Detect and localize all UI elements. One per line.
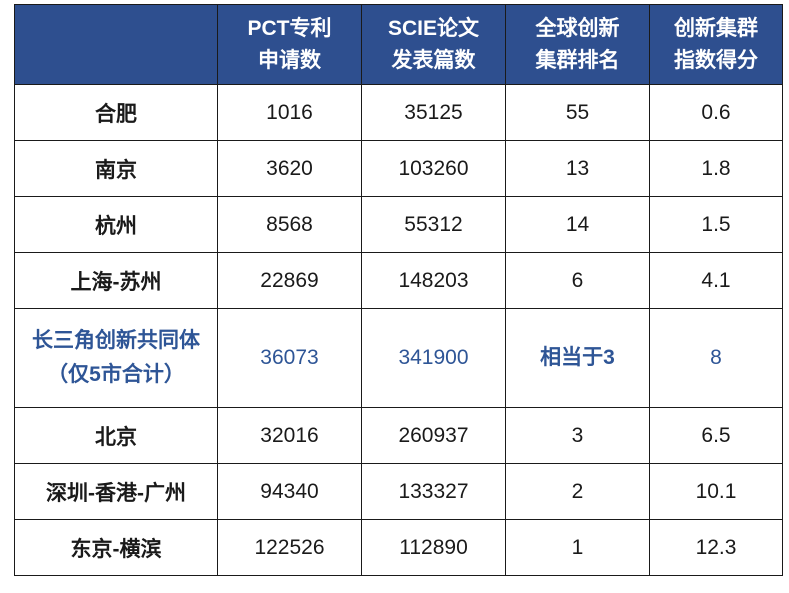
cell-scie: 148203: [361, 252, 506, 309]
cell-rank: 1: [505, 519, 650, 576]
cell-city: 杭州: [14, 196, 218, 253]
header-pct: PCT专利 申请数: [217, 4, 362, 85]
cell-pct: 8568: [217, 196, 362, 253]
innovation-cluster-table: PCT专利 申请数 SCIE论文 发表篇数 全球创新 集群排名 创新集群 指数得…: [14, 4, 783, 576]
cell-city: 南京: [14, 140, 218, 197]
cell-pct: 32016: [217, 407, 362, 464]
table-row-highlight: 长三角创新共同体 （仅5市合计） 36073 341900 相当于3 8: [14, 308, 783, 408]
cell-city: 深圳-香港-广州: [14, 463, 218, 520]
table-row: 南京 3620 103260 13 1.8: [14, 140, 783, 197]
header-pct-line1: PCT专利: [247, 16, 332, 40]
cell-pct: 3620: [217, 140, 362, 197]
table-row: 上海-苏州 22869 148203 6 4.1: [14, 252, 783, 309]
table-row: 合肥 1016 35125 55 0.6: [14, 84, 783, 141]
header-rank: 全球创新 集群排名: [505, 4, 650, 85]
header-scie: SCIE论文 发表篇数: [361, 4, 506, 85]
cell-scie: 341900: [361, 308, 506, 408]
header-scie-line2: 发表篇数: [391, 48, 476, 72]
cell-scie: 112890: [361, 519, 506, 576]
cell-rank: 13: [505, 140, 650, 197]
cell-rank: 3: [505, 407, 650, 464]
cell-city-highlight: 长三角创新共同体 （仅5市合计）: [14, 308, 218, 408]
header-score: 创新集群 指数得分: [649, 4, 783, 85]
header-pct-line2: 申请数: [258, 48, 321, 72]
cell-pct: 36073: [217, 308, 362, 408]
cell-pct: 1016: [217, 84, 362, 141]
cell-score: 6.5: [649, 407, 783, 464]
cell-score: 8: [649, 308, 783, 408]
cell-score: 1.8: [649, 140, 783, 197]
table-row: 杭州 8568 55312 14 1.5: [14, 196, 783, 253]
cell-rank: 6: [505, 252, 650, 309]
cell-scie: 260937: [361, 407, 506, 464]
cell-score: 0.6: [649, 84, 783, 141]
cell-pct: 94340: [217, 463, 362, 520]
cell-city: 合肥: [14, 84, 218, 141]
highlight-city-line1: 长三角创新共同体: [32, 329, 200, 352]
cell-rank: 2: [505, 463, 650, 520]
header-score-line2: 指数得分: [674, 48, 758, 72]
highlight-city-line2: （仅5市合计）: [47, 363, 185, 386]
table-row: 深圳-香港-广州 94340 133327 2 10.1: [14, 463, 783, 520]
table-header-row: PCT专利 申请数 SCIE论文 发表篇数 全球创新 集群排名 创新集群 指数得…: [14, 4, 783, 85]
header-score-line1: 创新集群: [674, 16, 758, 40]
header-city: [14, 4, 218, 85]
cell-pct: 22869: [217, 252, 362, 309]
cell-city: 北京: [14, 407, 218, 464]
cell-scie: 55312: [361, 196, 506, 253]
cell-scie: 103260: [361, 140, 506, 197]
cell-city: 上海-苏州: [14, 252, 218, 309]
table-row: 东京-横滨 122526 112890 1 12.3: [14, 519, 783, 576]
cell-pct: 122526: [217, 519, 362, 576]
innovation-table-container: PCT专利 申请数 SCIE论文 发表篇数 全球创新 集群排名 创新集群 指数得…: [14, 4, 783, 579]
table-row: 北京 32016 260937 3 6.5: [14, 407, 783, 464]
header-scie-line1: SCIE论文: [387, 16, 479, 40]
cell-scie: 133327: [361, 463, 506, 520]
cell-score: 4.1: [649, 252, 783, 309]
cell-score: 12.3: [649, 519, 783, 576]
cell-rank: 14: [505, 196, 650, 253]
cell-score: 1.5: [649, 196, 783, 253]
cell-rank: 相当于3: [505, 308, 650, 408]
header-rank-line1: 全球创新: [535, 16, 620, 40]
cell-rank: 55: [505, 84, 650, 141]
cell-city: 东京-横滨: [14, 519, 218, 576]
cell-score: 10.1: [649, 463, 783, 520]
header-rank-line2: 集群排名: [535, 48, 620, 72]
cell-scie: 35125: [361, 84, 506, 141]
